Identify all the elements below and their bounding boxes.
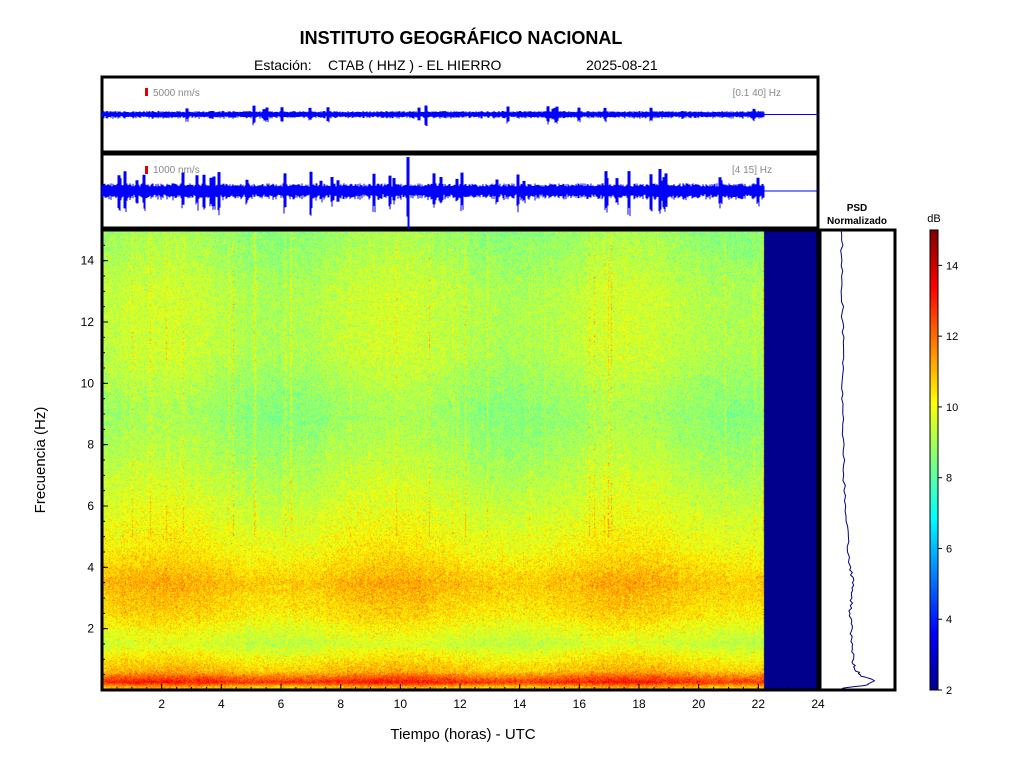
x-tick-label: 6 [278,697,285,711]
x-tick-label: 8 [337,697,344,711]
scale-marker [145,166,148,174]
spectrogram-frame [100,228,820,692]
station-label: Estación: [254,57,312,73]
x-tick-label: 20 [692,697,706,711]
x-tick-label: 24 [811,697,825,711]
x-axis-label: Tiempo (horas) - UTC [390,726,535,743]
x-tick-label: 4 [218,697,225,711]
x-tick-label: 22 [752,697,766,711]
y-tick-label: 6 [87,499,94,513]
trace-waveform [101,105,765,126]
colorbar-tick-label: 2 [946,685,952,697]
trace-scale-label: 5000 nm/s [153,88,200,99]
x-tick-label: 10 [394,697,408,711]
colorbar-gradient [929,229,939,691]
x-tick-label: 14 [513,697,527,711]
y-tick-label: 14 [81,254,95,268]
station-name: CTAB ( HHZ ) - EL HIERRO [328,57,502,73]
psd-panel: PSD Normalizado [818,203,897,692]
x-tick-label: 16 [573,697,587,711]
y-tick-label: 2 [87,622,94,636]
colorbar-tick-label: 10 [946,402,958,414]
seismogram-trace-broadband [101,105,818,126]
colorbar-tick-label: 4 [946,614,952,626]
y-tick-label: 4 [87,560,94,574]
y-axis-label: Frecuencia (Hz) [32,407,49,514]
trace-panel-filtered: 1000 nm/s [4 15] Hz [100,152,820,234]
colorbar-tick-label: 8 [946,473,952,485]
recording-date: 2025-08-21 [586,57,658,73]
x-tick-label: 12 [453,697,467,711]
psd-title: PSD [847,203,868,214]
trace-scale-label: 1000 nm/s [153,165,200,176]
psd-subtitle: Normalizado [827,216,887,227]
colorbar-ticks: 2 4 6 8 10 12 14 [938,260,958,697]
x-tick-label: 18 [632,697,646,711]
figure-title: INSTITUTO GEOGRÁFICO NACIONAL [300,27,623,48]
colorbar-tick-label: 14 [946,260,958,272]
trace-band-label: [0.1 40] Hz [733,88,781,99]
psd-curve [840,229,876,689]
colorbar: dB 2 4 6 8 10 12 14 [927,213,958,697]
y-tick-label: 10 [81,376,95,390]
colorbar-label: dB [927,213,940,225]
x-tick-label: 2 [158,697,165,711]
y-tick-label: 12 [81,315,95,329]
trace-panel-broadband: 5000 nm/s [0.1 40] Hz [100,75,820,154]
scale-marker [145,88,148,96]
seismogram-trace-filtered [101,157,818,234]
trace-band-label: [4 15] Hz [732,165,772,176]
trace-waveform [101,157,765,234]
y-tick-label: 8 [87,438,94,452]
spectrogram-image [102,230,818,690]
colorbar-tick-label: 12 [946,331,958,343]
colorbar-tick-label: 6 [946,543,952,555]
